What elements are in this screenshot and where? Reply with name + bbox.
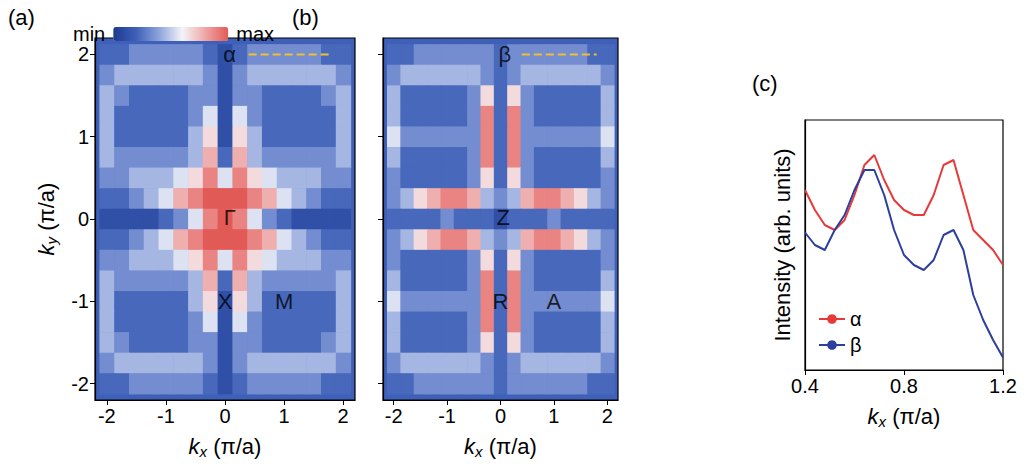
svg-text:Z: Z [496,205,509,230]
svg-text:-1: -1 [71,290,89,312]
svg-text:(a): (a) [8,5,35,30]
svg-text:1: 1 [78,126,89,148]
svg-text:0.8: 0.8 [890,375,918,397]
svg-text:0.4: 0.4 [791,375,819,397]
svg-text:-2: -2 [98,405,116,427]
svg-text:-1: -1 [438,405,456,427]
svg-text:A: A [547,289,562,314]
svg-text:(b): (b) [292,5,319,30]
svg-text:1.2: 1.2 [989,375,1017,397]
svg-text:-2: -2 [385,405,403,427]
svg-text:k: k [34,244,59,256]
svg-text:α: α [223,42,236,67]
svg-text:M: M [275,289,293,314]
svg-text:Γ: Γ [224,205,236,230]
svg-text:R: R [493,289,509,314]
svg-text:1: 1 [279,405,290,427]
svg-text:β: β [850,334,862,356]
svg-text:2: 2 [338,405,349,427]
svg-text:(π/a): (π/a) [483,434,537,459]
svg-text:(c): (c) [752,71,778,96]
svg-text:(π/a): (π/a) [886,404,940,429]
svg-text:0: 0 [495,405,506,427]
svg-text:-1: -1 [157,405,175,427]
svg-text:α: α [850,308,862,330]
svg-text:2: 2 [602,405,613,427]
svg-text:2: 2 [78,43,89,65]
svg-text:0: 0 [78,208,89,230]
svg-text:min: min [73,23,105,45]
svg-text:(π/a): (π/a) [207,434,261,459]
svg-text:-2: -2 [71,373,89,395]
svg-text:Intensity (arb. units): Intensity (arb. units) [770,148,795,341]
html-text:kx: kx [464,434,483,460]
svg-text:X: X [218,289,233,314]
svg-text:1: 1 [548,405,559,427]
svg-text:y: y [43,236,60,245]
svg-text:0: 0 [219,405,230,427]
svg-text:(π/a): (π/a) [34,183,59,237]
html-text:kx: kx [867,404,887,430]
svg-text:β: β [498,42,511,67]
svg-text:max: max [236,23,274,45]
html-text:kx: kx [188,434,208,460]
